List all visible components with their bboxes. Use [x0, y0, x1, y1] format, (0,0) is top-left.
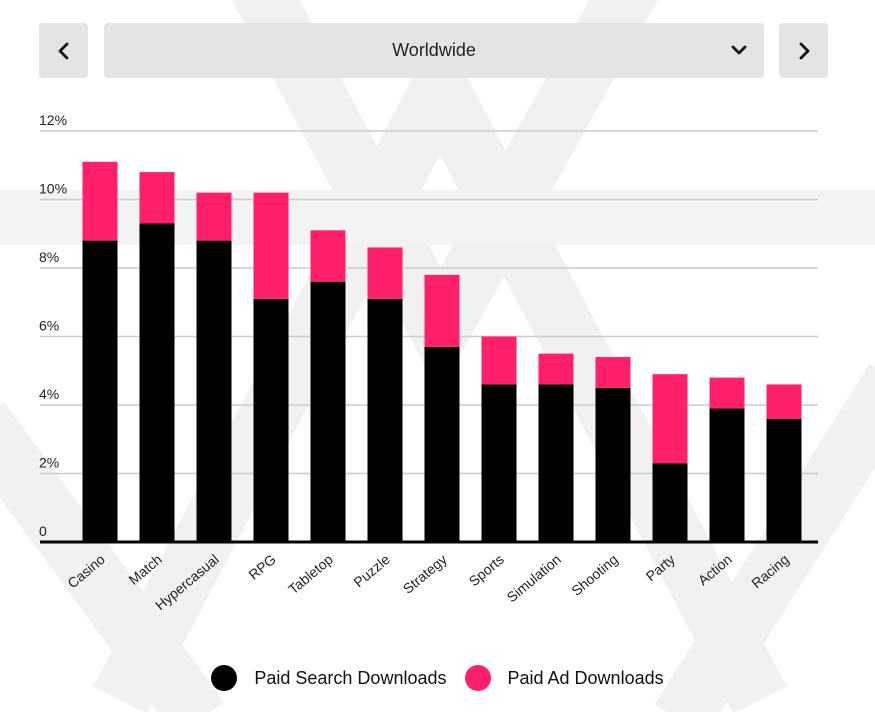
- legend-label-paid-search: Paid Search Downloads: [254, 667, 447, 688]
- bar-match-paid-search-downloads: [139, 223, 175, 542]
- x-tick-label: Sports: [466, 551, 507, 589]
- legend-label-paid-ad: Paid Ad Downloads: [507, 667, 664, 688]
- y-tick-label: 8%: [39, 249, 59, 265]
- bar-action-paid-ad-downloads: [709, 377, 745, 409]
- bar-casino-paid-search-downloads: [82, 240, 118, 542]
- bar-racing-paid-ad-downloads: [766, 384, 802, 419]
- bar-racing-paid-search-downloads: [766, 418, 802, 542]
- x-tick-label: Action: [695, 551, 735, 588]
- x-tick-label: Hypercasual: [152, 551, 222, 613]
- x-tick-label: Match: [125, 551, 164, 588]
- y-tick-label: 6%: [39, 318, 59, 334]
- y-tick-label: 12%: [39, 112, 67, 128]
- x-tick-label: Party: [643, 551, 678, 584]
- y-tick-label: 0: [39, 523, 47, 539]
- y-tick-label: 4%: [39, 386, 59, 402]
- bar-shooting-paid-search-downloads: [595, 387, 631, 542]
- bar-hypercasual-paid-search-downloads: [196, 240, 232, 542]
- chevron-right-icon: [799, 42, 809, 59]
- x-tick-label: Shooting: [568, 551, 621, 599]
- legend-item-paid-search: Paid Search Downloads: [211, 665, 447, 691]
- bar-strategy-paid-ad-downloads: [424, 274, 460, 347]
- bar-puzzle-paid-ad-downloads: [367, 247, 403, 299]
- y-tick-label: 2%: [39, 455, 59, 471]
- bar-tabletop-paid-search-downloads: [310, 281, 346, 542]
- bar-action-paid-search-downloads: [709, 408, 745, 542]
- bar-party-paid-ad-downloads: [652, 374, 688, 464]
- chart-legend: Paid Search Downloads Paid Ad Downloads: [0, 662, 875, 694]
- chevron-down-icon: [731, 45, 747, 55]
- bar-sports-paid-ad-downloads: [481, 336, 517, 385]
- region-label: Worldwide: [392, 40, 476, 60]
- x-tick-label: Simulation: [504, 551, 564, 605]
- x-tick-label: Puzzle: [350, 551, 393, 590]
- x-tick-label: Casino: [64, 551, 108, 591]
- y-tick-label: 10%: [39, 181, 67, 197]
- x-tick-label: RPG: [245, 551, 279, 583]
- legend-swatch-paid-ad: [464, 665, 491, 691]
- region-dropdown[interactable]: Worldwide: [104, 23, 764, 78]
- bar-casino-paid-ad-downloads: [82, 161, 118, 241]
- bar-strategy-paid-search-downloads: [424, 346, 460, 542]
- x-tick-label: Strategy: [400, 551, 450, 597]
- x-tick-label: Racing: [748, 551, 792, 591]
- legend-swatch-paid-search: [211, 665, 238, 691]
- next-button[interactable]: [779, 23, 828, 78]
- legend-item-paid-ad: Paid Ad Downloads: [464, 665, 664, 691]
- bar-match-paid-ad-downloads: [139, 172, 175, 224]
- bar-party-paid-search-downloads: [652, 463, 688, 542]
- bar-simulation-paid-search-downloads: [538, 384, 574, 542]
- bar-simulation-paid-ad-downloads: [538, 353, 574, 385]
- bars: [82, 161, 802, 542]
- bar-hypercasual-paid-ad-downloads: [196, 192, 232, 241]
- bar-sports-paid-search-downloads: [481, 384, 517, 542]
- previous-button[interactable]: [39, 23, 88, 78]
- x-tick-label: Tabletop: [285, 551, 336, 597]
- bar-puzzle-paid-search-downloads: [367, 298, 403, 542]
- chevron-left-icon: [58, 42, 68, 59]
- bar-tabletop-paid-ad-downloads: [310, 230, 346, 282]
- bar-shooting-paid-ad-downloads: [595, 357, 631, 388]
- y-axis-tick-labels: 0 2% 4% 6% 8% 10% 12%: [39, 112, 67, 539]
- bar-rpg-paid-ad-downloads: [253, 192, 289, 299]
- bar-rpg-paid-search-downloads: [253, 298, 289, 542]
